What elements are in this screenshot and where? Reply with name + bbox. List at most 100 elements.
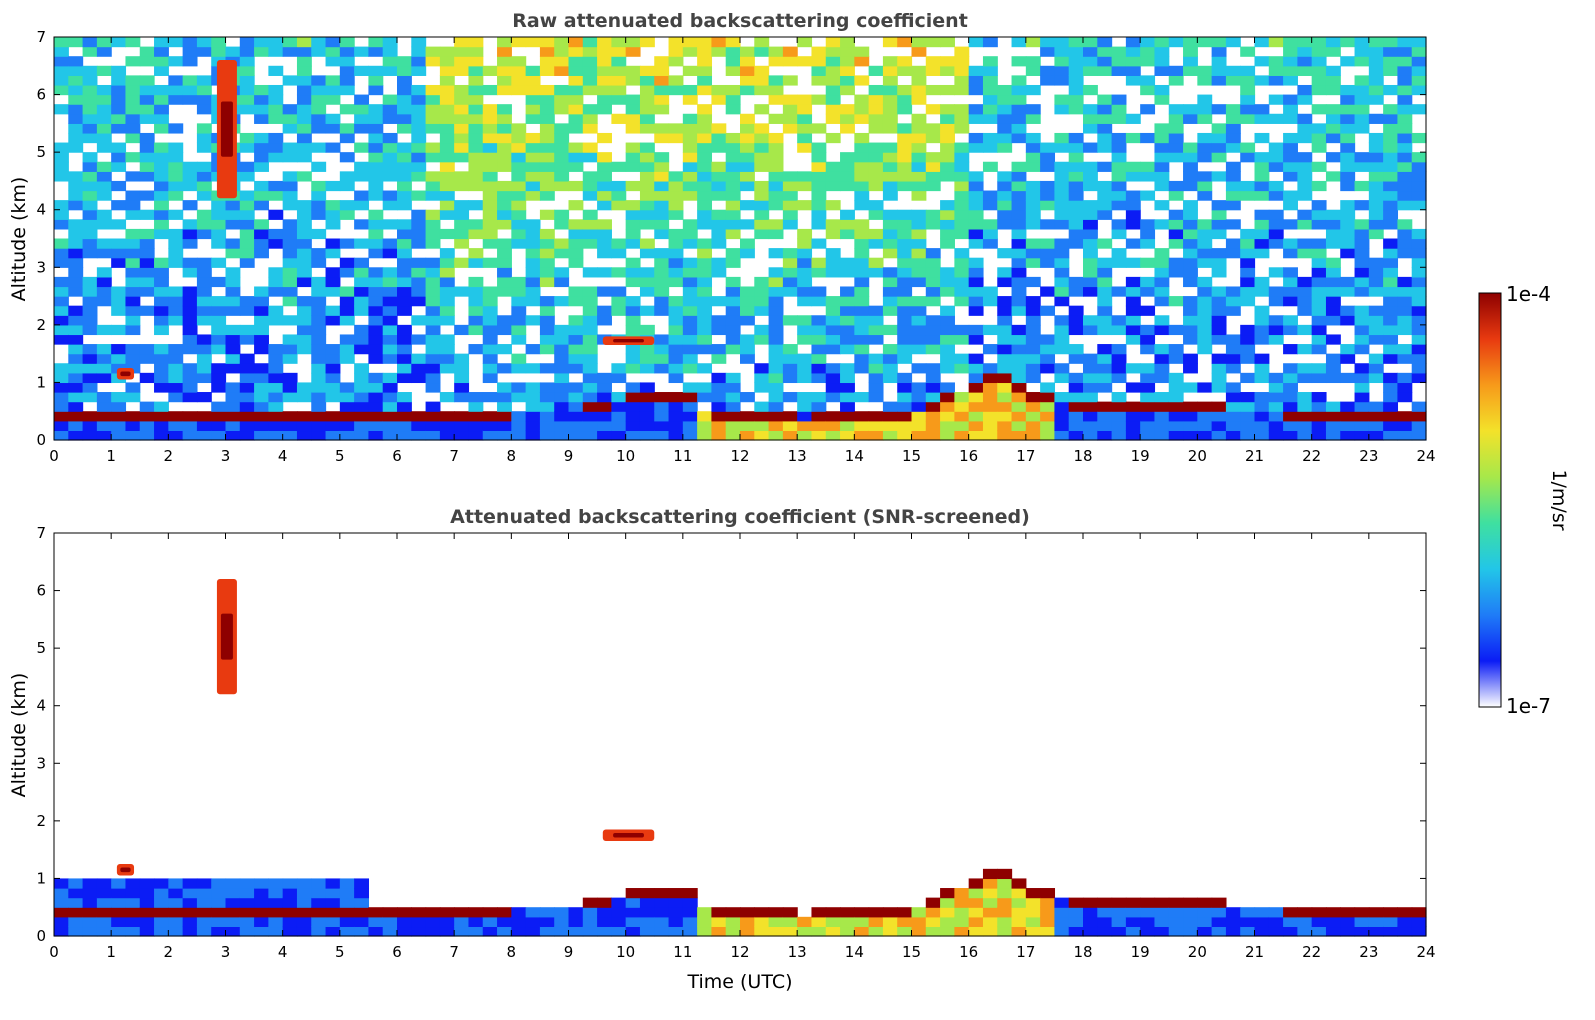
top-heatmap-cell — [282, 228, 298, 240]
top-heatmap-cell — [539, 84, 555, 96]
top-y-tick-label: 5 — [36, 143, 46, 161]
top-heatmap-cell — [425, 152, 441, 163]
top-heatmap-cell — [1040, 180, 1056, 192]
top-heatmap-cell — [368, 142, 384, 153]
top-heatmap-cell — [511, 228, 527, 240]
top-heatmap-cell — [840, 296, 855, 307]
top-heatmap-cell — [125, 267, 141, 278]
top-heatmap-cell — [982, 228, 998, 240]
top-heatmap-cell — [325, 123, 341, 134]
top-heatmap-cell — [397, 257, 412, 268]
top-heatmap-cell — [1268, 94, 1284, 105]
top-heatmap-cell — [368, 75, 384, 86]
top-heatmap-cell — [511, 382, 527, 393]
top-heatmap-cell — [697, 286, 713, 297]
top-heatmap-cell — [1211, 324, 1227, 336]
top-heatmap-cell — [239, 372, 255, 384]
top-heatmap-cell — [154, 152, 169, 163]
top-heatmap-cell — [625, 65, 641, 76]
top-heatmap-cell — [825, 324, 841, 336]
top-heatmap-cell — [497, 286, 512, 297]
bottom-heatmap-cell — [239, 926, 255, 937]
bottom-heatmap-cell — [339, 897, 355, 908]
top-heatmap-cell — [296, 75, 312, 86]
top-heatmap-cell — [754, 324, 770, 336]
top-heatmap-cell — [654, 344, 670, 355]
top-heatmap-cell — [897, 56, 913, 67]
bottom-heatmap-cell — [1311, 926, 1327, 937]
bottom-heatmap-cell — [225, 897, 241, 908]
top-heatmap-cell — [697, 209, 713, 220]
top-heatmap-cell — [1240, 46, 1256, 57]
top-heatmap-cell — [782, 248, 798, 259]
top-heatmap-cell — [1054, 392, 1070, 403]
top-heatmap-cell — [454, 209, 470, 220]
bottom-heatmap-cell — [1197, 897, 1213, 908]
top-heatmap-cell — [268, 315, 284, 326]
top-heatmap-cell — [925, 296, 941, 307]
top-heatmap-cell — [311, 228, 327, 240]
top-heatmap-cell — [82, 238, 98, 249]
top-heatmap-cell — [1397, 276, 1413, 288]
top-heatmap-cell — [1383, 209, 1399, 220]
top-heatmap-cell — [1025, 180, 1041, 192]
top-heatmap-cell — [154, 209, 169, 220]
top-heatmap-cell — [1097, 401, 1113, 412]
top-heatmap-cell — [725, 200, 741, 211]
bottom-heatmap-cell — [611, 916, 627, 928]
top-heatmap-cell — [639, 392, 655, 403]
top-heatmap-cell — [1383, 334, 1399, 345]
top-heatmap-cell — [1025, 372, 1041, 384]
top-heatmap-cell — [654, 123, 670, 134]
top-heatmap-cell — [54, 257, 69, 268]
top-heatmap-cell — [454, 104, 470, 115]
top-heatmap-cell — [697, 219, 713, 230]
top-x-tick-label: 18 — [1073, 447, 1092, 465]
top-heatmap-cell — [111, 37, 127, 48]
top-heatmap-cell — [1283, 142, 1298, 153]
bottom-heatmap-cell — [96, 916, 112, 928]
bottom-heatmap-cell — [597, 907, 612, 918]
top-heatmap-cell — [1083, 315, 1098, 326]
top-heatmap-cell — [1325, 401, 1341, 412]
bottom-heatmap-cell — [1125, 897, 1141, 908]
bottom-heatmap-cell — [382, 907, 398, 918]
top-heatmap-cell — [1268, 65, 1284, 76]
top-heatmap-cell — [940, 430, 955, 441]
top-heatmap-cell — [825, 84, 841, 96]
top-heatmap-cell — [454, 123, 470, 134]
top-heatmap-cell — [1225, 171, 1241, 182]
top-heatmap-cell — [1025, 420, 1041, 432]
top-heatmap-cell — [1068, 315, 1084, 326]
top-heatmap-cell — [1283, 296, 1298, 307]
top-heatmap-cell — [1211, 104, 1227, 115]
top-heatmap-cell — [68, 276, 84, 288]
top-heatmap-cell — [639, 161, 655, 172]
bottom-heatmap-cell — [740, 907, 755, 918]
top-heatmap-cell — [1011, 286, 1027, 297]
top-heatmap-cell — [625, 46, 641, 57]
bottom-heatmap-cell — [654, 907, 670, 918]
bottom-heatmap-cell — [668, 926, 684, 937]
top-heatmap-cell — [740, 123, 755, 134]
top-heatmap-cell — [325, 180, 341, 192]
top-heatmap-cell — [254, 248, 269, 259]
top-heatmap-cell — [882, 180, 898, 192]
top-heatmap-cell — [125, 132, 141, 144]
top-heatmap-cell — [697, 276, 713, 288]
top-heatmap-cell — [497, 420, 512, 432]
top-heatmap-cell — [439, 94, 455, 105]
top-heatmap-cell — [411, 152, 427, 163]
top-heatmap-cell — [811, 238, 827, 249]
bottom-heatmap-cell — [296, 916, 312, 928]
top-heatmap-cell — [897, 228, 913, 240]
top-heatmap-cell — [1011, 305, 1027, 316]
top-heatmap-cell — [1140, 56, 1156, 67]
top-heatmap-cell — [1211, 46, 1227, 57]
top-heatmap-cell — [1340, 315, 1356, 326]
top-heatmap-cell — [1197, 37, 1213, 48]
bottom-heatmap-cell — [125, 878, 141, 889]
top-heatmap-cell — [1097, 56, 1113, 67]
top-heatmap-cell — [825, 382, 841, 393]
bottom-heatmap-cell — [225, 916, 241, 928]
